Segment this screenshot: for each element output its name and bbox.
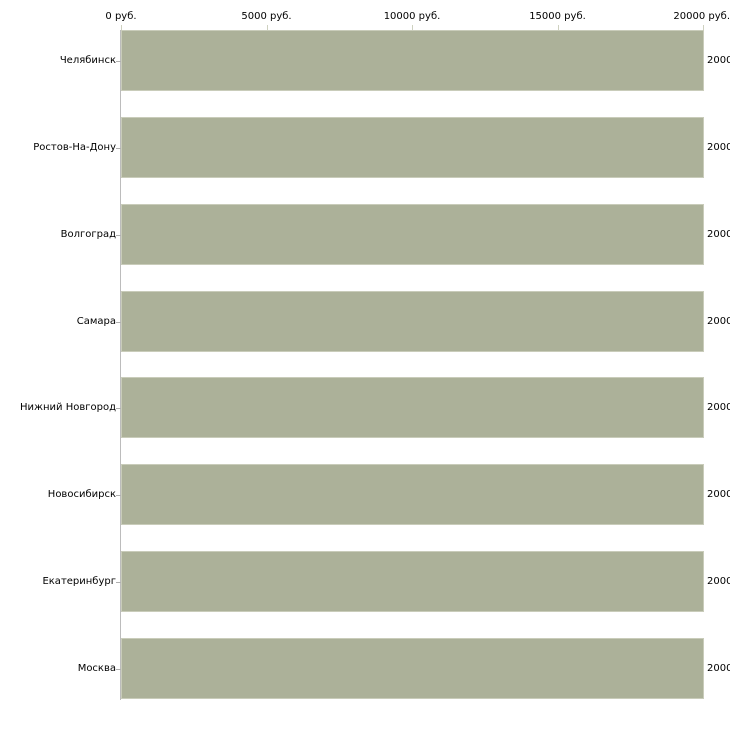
category-label: Самара — [76, 316, 116, 327]
bar-value-label: 20000 — [707, 142, 730, 153]
category-tick-mark — [116, 495, 121, 496]
bar-value-label: 20000 — [707, 229, 730, 240]
x-axis-tick-label: 20000 руб. — [673, 11, 730, 22]
bar — [121, 464, 704, 525]
bar — [121, 30, 704, 91]
category-label: Челябинск — [59, 55, 116, 66]
x-axis-tick-label: 15000 руб. — [529, 11, 586, 22]
category-label: Волгоград — [60, 229, 116, 240]
bar-value-label: 20000 — [707, 55, 730, 66]
category-label: Новосибирск — [47, 489, 116, 500]
category-label: Ростов-На-Дону — [33, 142, 116, 153]
category-tick-mark — [116, 582, 121, 583]
x-axis-tick-mark — [557, 25, 559, 30]
bar — [121, 117, 704, 178]
bar-value-label: 20000 — [707, 576, 730, 587]
category-tick-mark — [116, 669, 121, 670]
x-axis-tick-mark — [412, 25, 413, 30]
bar — [121, 638, 704, 699]
category-label: Нижний Новгород — [19, 402, 116, 413]
bar-value-label: 20000 — [707, 663, 730, 674]
category-tick-mark — [116, 61, 121, 62]
category-tick-mark — [116, 148, 121, 149]
category-tick-mark — [116, 322, 121, 323]
bar — [121, 377, 704, 438]
bar-value-label: 20000 — [707, 489, 730, 500]
bar-value-label: 20000 — [707, 316, 730, 327]
bar — [121, 204, 704, 265]
category-tick-mark — [116, 408, 121, 409]
x-axis-tick-mark — [121, 25, 122, 30]
x-axis-tick-mark — [266, 25, 268, 30]
y-axis-line — [120, 30, 121, 700]
category-tick-mark — [116, 235, 121, 236]
x-axis-tick-mark — [703, 25, 704, 30]
x-axis-tick-label: 10000 руб. — [383, 11, 441, 22]
bar — [121, 291, 704, 352]
x-axis-tick-label: 5000 руб. — [241, 11, 292, 22]
bar — [121, 551, 704, 612]
x-axis-tick-label: 0 руб. — [105, 11, 137, 22]
bar-value-label: 20000 — [707, 402, 730, 413]
category-label: Екатеринбург — [42, 576, 116, 587]
category-label: Москва — [77, 663, 116, 674]
